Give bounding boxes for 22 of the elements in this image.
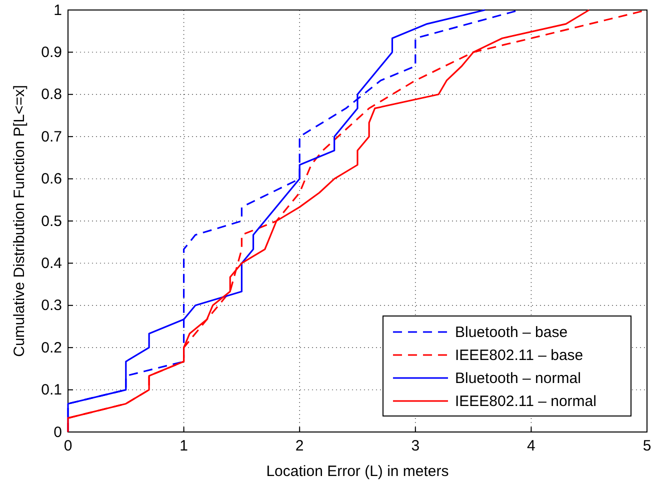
y-tick-label: 0.9 xyxy=(41,44,62,61)
x-tick-label: 1 xyxy=(180,438,188,455)
y-tick-label: 0.8 xyxy=(41,86,62,104)
x-tick-label: 3 xyxy=(411,438,420,455)
legend-label: IEEE802.11 – base xyxy=(455,347,584,364)
x-axis-title: Location Error (L) in meters xyxy=(266,463,449,480)
y-axis-title: Cumulative Distribution Function P[L<=x] xyxy=(11,85,28,357)
x-tick-label: 4 xyxy=(527,438,536,455)
y-tick-label: 0.1 xyxy=(41,382,62,399)
y-tick-label: 1 xyxy=(54,2,62,19)
y-tick-label: 0.5 xyxy=(41,212,62,230)
y-tick-label: 0.2 xyxy=(41,339,62,356)
x-tick-label: 5 xyxy=(642,438,652,455)
y-tick-label: 0.4 xyxy=(41,255,62,272)
y-tick-label: 0.7 xyxy=(41,128,62,146)
y-tick-label: 0.3 xyxy=(41,297,62,314)
legend-label: Bluetooth – normal xyxy=(455,370,581,387)
legend-label: IEEE802.11 – normal xyxy=(455,393,596,410)
legend-label: Bluetooth – base xyxy=(455,324,568,341)
y-tick-label: 0 xyxy=(54,424,62,441)
x-tick-label: 2 xyxy=(295,438,304,455)
y-tick-label: 0.6 xyxy=(41,170,62,188)
